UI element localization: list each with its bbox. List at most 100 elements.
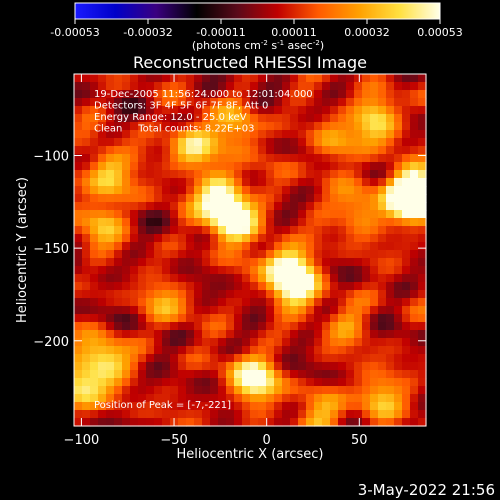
heatmap-cell bbox=[162, 314, 171, 323]
colorbar-ticks bbox=[74, 19, 441, 24]
heatmap-cell bbox=[346, 394, 355, 403]
heatmap-cell bbox=[138, 418, 147, 427]
heatmap-cell bbox=[346, 402, 355, 411]
heatmap-cell bbox=[242, 202, 251, 211]
heatmap-cell bbox=[250, 186, 259, 195]
heatmap-cell bbox=[362, 90, 371, 99]
heatmap-cell bbox=[274, 154, 283, 163]
heatmap-cell bbox=[402, 362, 411, 371]
heatmap-cell bbox=[402, 90, 411, 99]
heatmap-cell bbox=[314, 242, 323, 251]
heatmap-cell bbox=[370, 130, 379, 139]
heatmap-cell bbox=[82, 146, 91, 155]
heatmap-cell bbox=[250, 98, 259, 107]
heatmap-cell bbox=[162, 338, 171, 347]
heatmap-cell bbox=[146, 258, 155, 267]
heatmap-cell bbox=[250, 346, 259, 355]
heatmap-cell bbox=[410, 146, 419, 155]
heatmap-cell bbox=[402, 410, 411, 419]
heatmap-cell bbox=[234, 74, 243, 83]
heatmap-cell bbox=[194, 154, 203, 163]
heatmap-cell bbox=[386, 402, 395, 411]
heatmap-cell bbox=[370, 138, 379, 147]
heatmap-cell bbox=[378, 178, 387, 187]
heatmap-cell bbox=[234, 226, 243, 235]
heatmap-cell bbox=[378, 250, 387, 259]
heatmap-cell bbox=[74, 402, 83, 411]
heatmap-cell bbox=[242, 226, 251, 235]
heatmap-cell bbox=[378, 234, 387, 243]
annotation-block: 19-Dec-2005 11:56:24.000 to 12:01:04.000… bbox=[94, 89, 313, 135]
heatmap-cell bbox=[138, 386, 147, 395]
heatmap-cell bbox=[218, 210, 227, 219]
heatmap-cell bbox=[90, 146, 99, 155]
heatmap-cell bbox=[346, 146, 355, 155]
heatmap-cell bbox=[74, 330, 83, 339]
heatmap-cell bbox=[170, 90, 179, 99]
heatmap-cell bbox=[210, 306, 219, 315]
y-axis: −100−150−200 bbox=[33, 150, 426, 350]
heatmap-cell bbox=[82, 266, 91, 275]
heatmap-cell bbox=[378, 354, 387, 363]
heatmap-cell bbox=[314, 394, 323, 403]
heatmap-cell bbox=[114, 194, 123, 203]
heatmap-cell bbox=[354, 114, 363, 123]
heatmap-cell bbox=[210, 330, 219, 339]
heatmap-cell bbox=[106, 370, 115, 379]
heatmap-cell bbox=[90, 314, 99, 323]
heatmap-cell bbox=[218, 338, 227, 347]
heatmap-cell bbox=[370, 170, 379, 179]
heatmap-cell bbox=[314, 154, 323, 163]
heatmap-cell bbox=[410, 258, 419, 267]
heatmap-cell bbox=[122, 146, 131, 155]
heatmap-cell bbox=[130, 418, 139, 427]
heatmap-cell bbox=[370, 402, 379, 411]
heatmap-cell bbox=[122, 370, 131, 379]
heatmap-cell bbox=[106, 274, 115, 283]
heatmap-cell bbox=[362, 82, 371, 91]
heatmap-cell bbox=[402, 370, 411, 379]
heatmap-cell bbox=[410, 114, 419, 123]
heatmap-cell bbox=[82, 314, 91, 323]
heatmap-cell bbox=[162, 106, 171, 115]
heatmap-cell bbox=[346, 418, 355, 427]
heatmap-cell bbox=[202, 378, 211, 387]
heatmap-cell bbox=[138, 298, 147, 307]
heatmap-cell bbox=[234, 314, 243, 323]
heatmap-cell bbox=[74, 114, 83, 123]
heatmap-cell bbox=[378, 210, 387, 219]
heatmap-cell bbox=[130, 258, 139, 267]
heatmap-cell bbox=[82, 130, 91, 139]
heatmap-cell bbox=[346, 194, 355, 203]
heatmap-cell bbox=[218, 146, 227, 155]
heatmap-cell bbox=[74, 130, 83, 139]
heatmap-cell bbox=[354, 378, 363, 387]
heatmap-cell bbox=[162, 282, 171, 291]
heatmap-cell bbox=[338, 82, 347, 91]
heatmap-cell bbox=[130, 162, 139, 171]
heatmap-cell bbox=[354, 186, 363, 195]
heatmap-cell bbox=[250, 202, 259, 211]
heatmap-cell bbox=[330, 402, 339, 411]
heatmap-cell bbox=[386, 210, 395, 219]
heatmap-cell bbox=[98, 138, 107, 147]
heatmap-cell bbox=[178, 298, 187, 307]
heatmap-cell bbox=[394, 202, 403, 211]
heatmap-cell bbox=[218, 138, 227, 147]
heatmap-cell bbox=[394, 362, 403, 371]
heatmap-cell bbox=[186, 306, 195, 315]
heatmap-cell bbox=[370, 242, 379, 251]
heatmap-cell bbox=[114, 290, 123, 299]
heatmap-cell bbox=[354, 306, 363, 315]
heatmap-cell bbox=[82, 258, 91, 267]
heatmap-cell bbox=[122, 266, 131, 275]
heatmap-cell bbox=[170, 202, 179, 211]
heatmap-cell bbox=[218, 354, 227, 363]
heatmap-cell bbox=[362, 346, 371, 355]
heatmap-cell bbox=[258, 362, 267, 371]
heatmap-cell bbox=[122, 394, 131, 403]
heatmap-cell bbox=[186, 386, 195, 395]
heatmap-cell bbox=[290, 378, 299, 387]
heatmap-cell bbox=[90, 178, 99, 187]
heatmap-cell bbox=[138, 226, 147, 235]
